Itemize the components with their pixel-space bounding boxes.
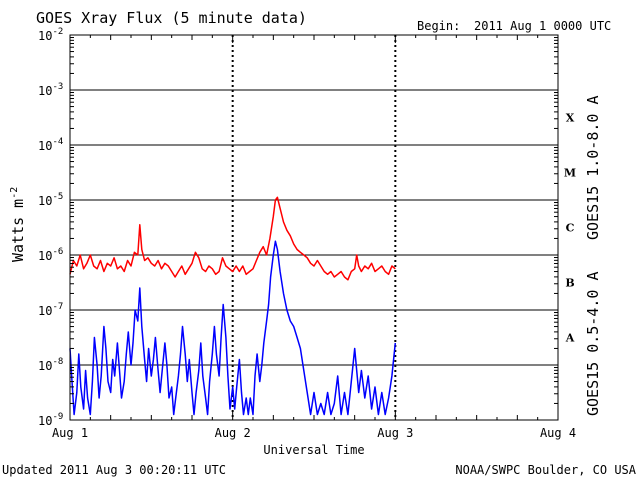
begin-value: 2011 Aug 1 0000 UTC [474, 19, 611, 33]
flare-class-X: X [566, 112, 575, 125]
x-tick-label: Aug 3 [377, 426, 413, 440]
x-axis-label: Universal Time [263, 443, 364, 457]
series-line-long-channel [69, 196, 396, 281]
flare-class-labels: A B C M X [564, 112, 576, 345]
y-tick-exp: -8 [52, 357, 63, 367]
y-tick-label: 10-9 [38, 412, 63, 428]
series-layer [69, 196, 397, 416]
y-tick-label: 10-2 [38, 27, 63, 43]
y-tick-base: 10 [38, 139, 52, 153]
grid-lines [70, 89, 558, 366]
y-axis-label-base: Watts m [9, 199, 27, 262]
y-tick-exp: -2 [52, 27, 63, 37]
y-axis-label: Watts m-2 [9, 187, 27, 262]
y-tick-label: 10-3 [38, 82, 63, 98]
begin-label: Begin: [417, 19, 460, 33]
y-tick-label: 10-8 [38, 357, 63, 373]
y-tick-label: 10-4 [38, 137, 63, 153]
y-axis-label-exp: -2 [9, 187, 20, 199]
legend-long-channel: GOES15 1.0-8.0 A [584, 96, 602, 241]
x-tick-label: Aug 1 [52, 426, 88, 440]
x-tick-labels: Aug 1 Aug 2 Aug 3 Aug 4 [52, 426, 576, 440]
y-tick-label: 10-6 [38, 247, 63, 263]
y-tick-base: 10 [38, 359, 52, 373]
y-tick-exp: -7 [52, 302, 63, 312]
flare-class-M: M [564, 167, 576, 180]
y-tick-exp: -9 [52, 412, 63, 422]
updated-timestamp: Updated 2011 Aug 3 00:20:11 UTC [2, 463, 226, 477]
y-tick-exp: -4 [52, 137, 63, 147]
y-tick-base: 10 [38, 249, 52, 263]
y-tick-base: 10 [38, 414, 52, 428]
y-tick-base: 10 [38, 84, 52, 98]
plot-frame [69, 34, 559, 421]
y-tick-base: 10 [38, 304, 52, 318]
y-tick-base: 10 [38, 194, 52, 208]
y-tick-exp: -5 [52, 192, 63, 202]
axis-ticks [69, 34, 559, 421]
y-tick-labels: 10-910-810-710-610-510-410-310-2 [38, 27, 63, 428]
flare-class-B: B [565, 277, 574, 290]
y-tick-exp: -6 [52, 247, 63, 257]
day-dividers [231, 35, 397, 420]
x-tick-label: Aug 4 [540, 426, 576, 440]
flare-class-A: A [565, 332, 575, 345]
x-tick-label: Aug 2 [215, 426, 251, 440]
series-line-short-channel [69, 240, 397, 416]
y-tick-base: 10 [38, 29, 52, 43]
credit-line: NOAA/SWPC Boulder, CO USA [455, 463, 636, 477]
chart-title: GOES Xray Flux (5 minute data) [36, 9, 307, 27]
y-tick-label: 10-5 [38, 192, 63, 208]
y-tick-exp: -3 [52, 82, 63, 92]
flare-class-C: C [566, 222, 575, 235]
y-tick-label: 10-7 [38, 302, 63, 318]
legend-short-channel: GOES15 0.5-4.0 A [584, 272, 602, 417]
